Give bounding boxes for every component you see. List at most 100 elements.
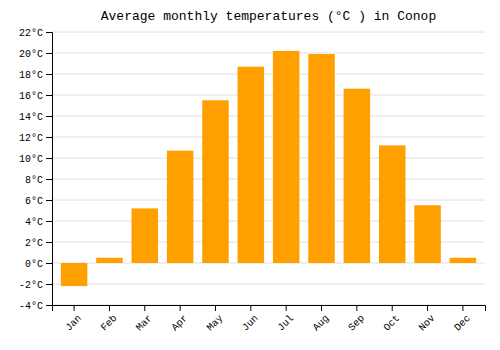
grid-line xyxy=(52,95,485,96)
y-tick-label: -4°C xyxy=(19,301,43,312)
x-tick-label: Feb xyxy=(99,313,120,334)
y-tick-mark xyxy=(46,74,52,75)
x-tick-label: Jun xyxy=(240,313,261,334)
x-tick-label: Apr xyxy=(170,313,191,334)
grid-line xyxy=(52,137,485,138)
y-tick: 14°C xyxy=(19,112,52,123)
y-tick-mark xyxy=(46,158,52,159)
x-tick: Oct xyxy=(382,305,403,333)
grid-line xyxy=(52,179,485,180)
bar xyxy=(344,89,371,263)
x-tick-label: Jul xyxy=(276,313,297,334)
y-tick-mark xyxy=(46,200,52,201)
y-tick: 16°C xyxy=(19,91,52,102)
x-tick: Mar xyxy=(134,305,155,333)
x-axis: Jan Feb Mar Apr May Jun Jul Aug Sep Oct Nov Dec xyxy=(53,305,486,333)
x-tick-label: Nov xyxy=(417,313,438,334)
bar xyxy=(414,205,441,263)
y-tick-mark xyxy=(46,137,52,138)
y-tick-mark xyxy=(46,179,52,180)
title: Average monthly temperatures (°C ) in Co… xyxy=(101,9,436,24)
y-tick: 8°C xyxy=(25,175,52,186)
y-axis: -4°C -2°C 0°C 2°C 4°C 6°C 8°C 10°C 12°C 14°C 16°C 1… xyxy=(19,28,53,312)
plot: Jan Feb Mar Apr May Jun Jul Aug Sep Oct Nov Dec -4°C… xyxy=(19,28,486,334)
bars xyxy=(61,51,476,286)
bar xyxy=(132,208,159,263)
y-tick-label: 18°C xyxy=(19,70,43,81)
x-tick: Jan xyxy=(63,305,84,333)
bar xyxy=(96,258,123,263)
x-tick: Aug xyxy=(311,305,332,333)
x-tick-mark xyxy=(392,305,393,311)
grid-line xyxy=(52,53,485,54)
y-tick: 2°C xyxy=(25,238,52,249)
y-tick-label: 22°C xyxy=(19,28,43,39)
bar xyxy=(167,151,194,263)
y-tick-label: 10°C xyxy=(19,154,43,165)
x-tick-mark xyxy=(321,305,322,311)
x-tick: Nov xyxy=(417,305,438,333)
x-tick-label: Jan xyxy=(63,313,84,334)
x-tick-label: Sep xyxy=(346,313,367,334)
x-tick-mark xyxy=(286,305,287,311)
x-tick-label: Aug xyxy=(311,313,332,334)
y-axis-line xyxy=(46,33,53,306)
bar xyxy=(61,263,88,286)
x-tick-mark xyxy=(250,305,251,311)
grid-line xyxy=(52,116,485,117)
x-tick: Apr xyxy=(170,305,191,333)
y-tick-label: 6°C xyxy=(25,196,43,207)
grid-line xyxy=(52,74,485,75)
grid-line xyxy=(52,158,485,159)
y-tick: 12°C xyxy=(19,133,52,144)
x-tick-mark xyxy=(356,305,357,311)
x-tick-mark xyxy=(215,305,216,311)
x-tick: Dec xyxy=(452,305,473,333)
y-tick-label: 0°C xyxy=(25,259,43,270)
y-tick-label: 4°C xyxy=(25,217,43,228)
y-tick-label: 8°C xyxy=(25,175,43,186)
y-tick: 10°C xyxy=(19,154,52,165)
y-tick-label: 20°C xyxy=(19,49,43,60)
y-tick-label: -2°C xyxy=(19,280,43,291)
x-tick-mark xyxy=(74,305,75,311)
y-tick-mark xyxy=(46,32,52,33)
y-tick-mark xyxy=(46,116,52,117)
bar xyxy=(238,67,265,263)
x-tick: Jun xyxy=(240,305,261,333)
y-tick: -4°C xyxy=(19,301,52,312)
x-tick-mark xyxy=(109,305,110,311)
x-tick: May xyxy=(205,305,226,333)
grid-line xyxy=(52,284,485,285)
y-tick-mark xyxy=(46,263,52,264)
y-tick-mark xyxy=(46,242,52,243)
x-tick-label: May xyxy=(205,313,226,334)
y-tick-mark xyxy=(46,95,52,96)
x-tick-mark xyxy=(144,305,145,311)
bar xyxy=(202,100,229,263)
y-tick: 20°C xyxy=(19,49,52,60)
x-tick-mark xyxy=(180,305,181,311)
y-tick: -2°C xyxy=(19,280,52,291)
x-tick-mark xyxy=(462,305,463,311)
y-tick-mark xyxy=(46,284,52,285)
bar xyxy=(273,51,300,263)
y-tick: 4°C xyxy=(25,217,52,228)
y-tick-label: 14°C xyxy=(19,112,43,123)
y-tick-mark xyxy=(46,53,52,54)
grid-line xyxy=(52,200,485,201)
x-tick-label: Mar xyxy=(134,313,155,334)
y-tick-mark xyxy=(46,221,52,222)
y-tick: 22°C xyxy=(19,28,52,39)
y-tick-label: 12°C xyxy=(19,133,43,144)
y-tick: 6°C xyxy=(25,196,52,207)
x-tick: Jul xyxy=(276,305,297,333)
y-tick: 18°C xyxy=(19,70,52,81)
x-tick: Feb xyxy=(99,305,120,333)
y-tick: 0°C xyxy=(25,259,52,270)
x-tick: Sep xyxy=(346,305,367,333)
grid-line xyxy=(52,32,485,33)
y-tick-mark xyxy=(46,305,52,306)
x-tick-label: Oct xyxy=(382,313,403,334)
chart: Jan Feb Mar Apr May Jun Jul Aug Sep Oct Nov Dec -4°C… xyxy=(0,0,500,350)
